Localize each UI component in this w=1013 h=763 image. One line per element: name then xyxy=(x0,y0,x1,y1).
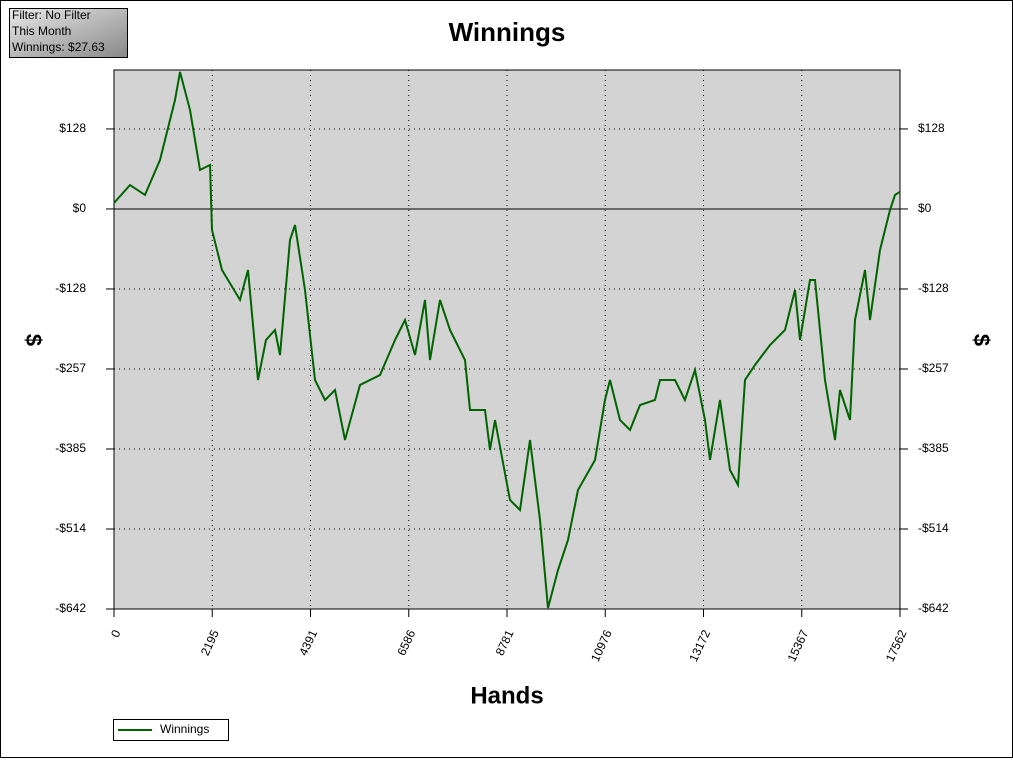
y-tick-label: $0 xyxy=(73,201,87,215)
y-tick-label: -$514 xyxy=(55,521,86,535)
y-tick-label: -$128 xyxy=(918,281,949,295)
legend-label: Winnings xyxy=(160,722,209,736)
y-tick-label: $0 xyxy=(918,201,932,215)
y-tick-label: -$642 xyxy=(918,601,949,615)
line-series xyxy=(113,71,901,609)
y-tick-label: -$385 xyxy=(55,441,86,455)
y-tick-label: -$385 xyxy=(918,441,949,455)
y-axis-label: $ xyxy=(21,334,46,346)
y-tick-label: $128 xyxy=(918,121,945,135)
info-line: Filter: No Filter xyxy=(12,8,91,22)
y-tick-label: $128 xyxy=(59,121,86,135)
y-tick-label: -$642 xyxy=(55,601,86,615)
y-axis-label: $ xyxy=(969,334,994,346)
y-tick-label: -$257 xyxy=(918,361,949,375)
y-tick-label: -$514 xyxy=(918,521,949,535)
info-line: Winnings: $27.63 xyxy=(12,40,105,54)
info-line: This Month xyxy=(12,24,71,38)
y-tick-label: -$128 xyxy=(55,281,86,295)
x-axis-label: Hands xyxy=(470,682,543,709)
legend xyxy=(113,719,229,741)
info-box xyxy=(9,8,128,58)
y-tick-label: -$257 xyxy=(55,361,86,375)
chart-title: Winnings xyxy=(449,17,566,47)
